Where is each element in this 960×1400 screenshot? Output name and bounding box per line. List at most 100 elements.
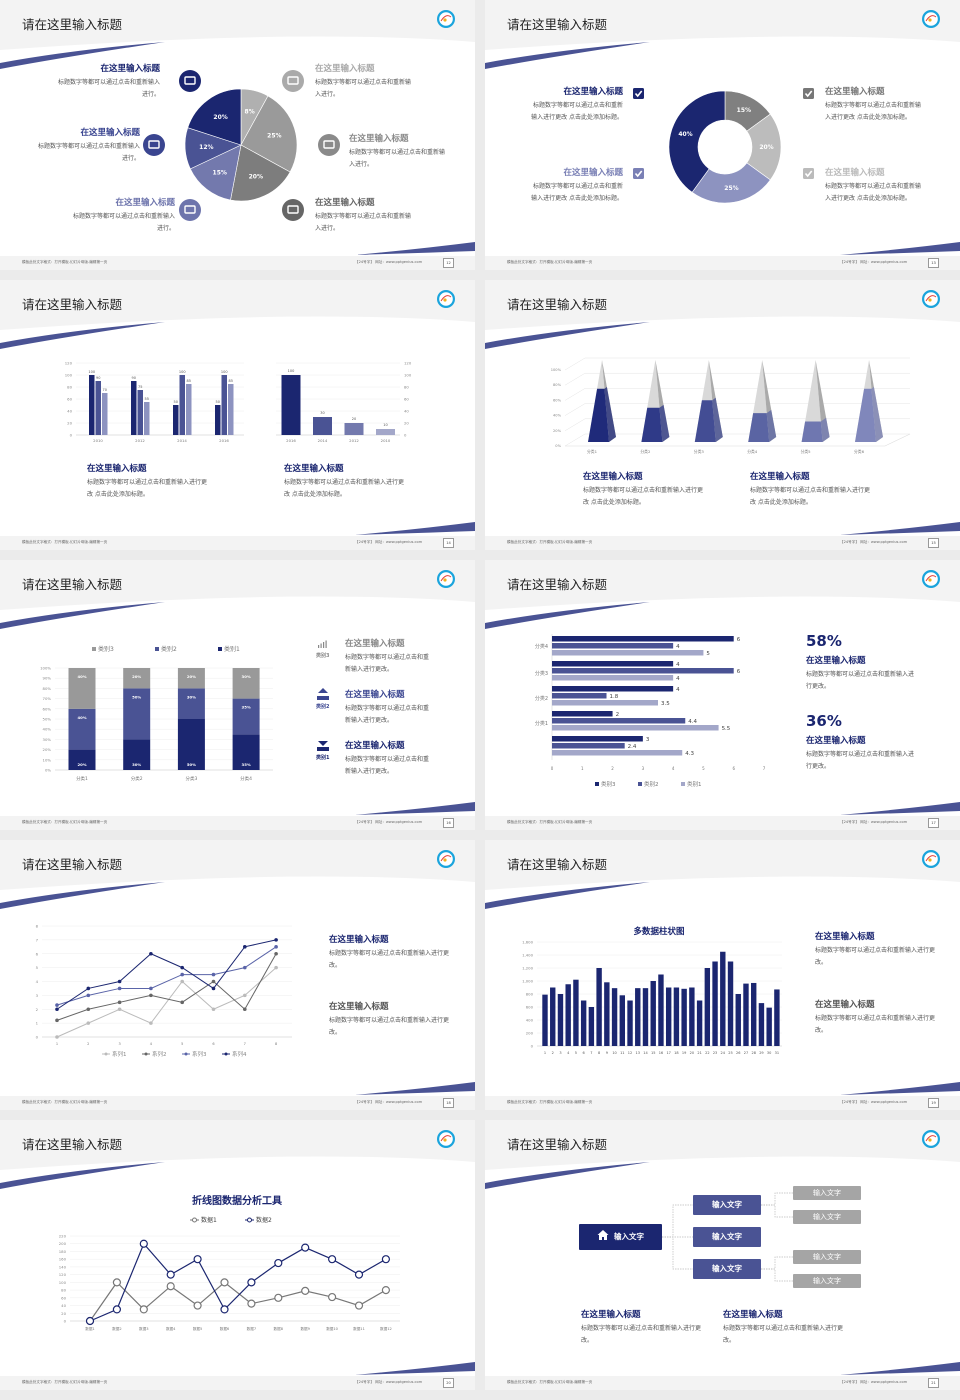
book-icon bbox=[179, 199, 201, 221]
x-tick-label: 2016 bbox=[286, 438, 296, 443]
legend-label: 系列1 bbox=[112, 1050, 127, 1058]
bar bbox=[552, 650, 704, 656]
bar bbox=[552, 736, 643, 742]
slide-8[interactable]: 多数据柱状图 0 200 400 600 800 1,000 1,200 1,400 1,600 1… bbox=[485, 840, 960, 1110]
slide-canvas: 0% 10% 20% 30% 40% 50% 60% 70% 80% 90% 100% 20% 40% 4… bbox=[0, 560, 475, 830]
logo-icon bbox=[922, 570, 940, 588]
segment-label: 40% bbox=[77, 674, 86, 679]
leaf-node[interactable]: 输入文字 bbox=[793, 1274, 861, 1288]
x-tick-label: 26 bbox=[736, 1051, 740, 1055]
slide-5[interactable]: 0% 10% 20% 30% 40% 50% 60% 70% 80% 90% 100% 20% 40% 4… bbox=[0, 560, 475, 830]
text-block: 在这里输入标题 标题数字等都可以通过点击和重新输入进行更改。 bbox=[329, 933, 454, 972]
footer-website: 【24号字】 网址：www.pptgenius.com bbox=[355, 260, 423, 264]
x-tick-label: 25 bbox=[728, 1051, 732, 1055]
slice-label: 20% bbox=[213, 114, 227, 121]
x-tick-label: 数据2 bbox=[112, 1326, 121, 1331]
swoosh-bottom bbox=[355, 802, 475, 815]
data-point bbox=[211, 972, 216, 977]
data-point bbox=[55, 1035, 59, 1039]
slide-title: 请在这里输入标题 bbox=[507, 857, 608, 872]
data-point bbox=[211, 1007, 216, 1012]
x-tick-label: 17 bbox=[666, 1051, 670, 1055]
footer-note: 模板此处文字格式：打开模板-幻灯片母版-编辑第一页 bbox=[507, 540, 593, 544]
bar-value-label: 30 bbox=[320, 411, 324, 415]
slide-9[interactable]: 折线图数据分析工具 0 20 40 60 80 100 120 140 160 180 200 220 数… bbox=[0, 1120, 475, 1390]
slide-4[interactable]: 0% 20% 40% 60% 80% 100% 分类1 分类2 分类3 分类4 分类5 分类6 请在这里… bbox=[485, 280, 960, 550]
block-body: 标题数字等都可以通过点击和重新输入进行。 bbox=[349, 149, 446, 168]
root-node[interactable]: 输入文字 bbox=[579, 1224, 662, 1250]
text-block: 在这里输入标题 标题数字等都可以通过点击和重新输入进行更改。 bbox=[815, 930, 940, 969]
checkbox-box bbox=[633, 88, 644, 99]
check-mark bbox=[634, 170, 643, 178]
y-tick-label: 1,600 bbox=[522, 940, 533, 945]
x-tick-label: 数据11 bbox=[353, 1326, 365, 1331]
leaf-node[interactable]: 输入文字 bbox=[793, 1250, 861, 1264]
logo-dot bbox=[928, 858, 932, 862]
x-tick-label: 14 bbox=[643, 1051, 648, 1055]
pie-slice bbox=[230, 144, 291, 202]
y-tick-label: 60% bbox=[553, 398, 562, 402]
bar-value-label: 90 bbox=[132, 376, 136, 380]
logo-icon bbox=[437, 290, 455, 308]
slice-label: 15% bbox=[737, 107, 751, 114]
slide-7[interactable]: 0 1 2 3 4 5 6 7 8 1 2 3 4 5 6 7 8 系列1 系列2 系列3 系列4 请在这里输入标题 模板此… bbox=[0, 840, 475, 1110]
y-tick-label: 40 bbox=[67, 409, 72, 414]
leaf-node[interactable]: 输入文字 bbox=[793, 1186, 861, 1200]
slide-3[interactable]: 0 20 40 60 80 100 120 100 90 70 2010 90 75 55 2012 50 10… bbox=[0, 280, 475, 550]
block-heading: 在这里输入标题 bbox=[581, 1310, 641, 1320]
block-body: 标题数字等都可以通过点击和重新输入进行更改 点击此处添加标题。 bbox=[87, 479, 208, 498]
y-tick-label: 120 bbox=[65, 361, 73, 366]
slide-10[interactable]: 请在这里输入标题 模板此处文字格式：打开模板-幻灯片母版-编辑第一页 【24号字】 … bbox=[485, 1120, 960, 1390]
data-point bbox=[117, 979, 122, 984]
slide-1[interactable]: 8% 25% 20% 15% 12% 20% 请在这里输入标题 模板此处文字格式：打开模板-幻… bbox=[0, 0, 475, 270]
icon-bar bbox=[323, 642, 325, 648]
leaf-node[interactable]: 输入文字 bbox=[793, 1210, 861, 1224]
icon-circle bbox=[282, 70, 304, 92]
bar bbox=[619, 995, 625, 1046]
logo-mark bbox=[440, 15, 452, 22]
pyramid bbox=[855, 360, 883, 442]
slide-6[interactable]: 6 4 5 分类4 4 6 4 分类3 4 1.8 3.5 分类2 2 4.4 5.5 分类1 3 2.4 4.3 0… bbox=[485, 560, 960, 830]
data-point bbox=[180, 972, 184, 977]
data-point bbox=[243, 993, 247, 998]
branch-node[interactable]: 输入文字 bbox=[693, 1227, 761, 1247]
block-heading: 在这里输入标题 bbox=[723, 1310, 783, 1320]
branch-node[interactable]: 输入文字 bbox=[693, 1259, 761, 1279]
block-heading: 在这里输入标题 bbox=[345, 741, 405, 751]
slide-title: 请在这里输入标题 bbox=[22, 297, 123, 312]
bar bbox=[673, 987, 680, 1046]
y-tick-label: 8 bbox=[36, 924, 39, 929]
data-point bbox=[86, 993, 91, 998]
slide-canvas: 0204060801001201009070201090755520125010… bbox=[0, 280, 475, 550]
header-band bbox=[0, 1120, 475, 1170]
block-heading: 在这里输入标题 bbox=[825, 87, 885, 97]
x-tick-label: 0 bbox=[551, 766, 554, 771]
footer-band bbox=[485, 256, 960, 270]
logo-mark bbox=[440, 295, 452, 302]
y-tick-label: 1,400 bbox=[522, 953, 533, 958]
bar-value-label: 2.4 bbox=[628, 744, 637, 750]
bar-value-label: 4 bbox=[676, 676, 680, 682]
y-tick-label: 100 bbox=[59, 1280, 67, 1285]
checkbox-box bbox=[803, 88, 814, 99]
block-heading: 在这里输入标题 bbox=[284, 464, 344, 474]
y-tick-label: 分类3 bbox=[535, 670, 548, 677]
icon-bar bbox=[325, 640, 327, 648]
bar bbox=[144, 402, 150, 435]
text-block: 在这里输入标题 标题数字等都可以通过点击和重新输入进行更改。 bbox=[806, 734, 916, 773]
block-heading: 在这里输入标题 bbox=[563, 87, 623, 97]
text-block: 在这里输入标题 标题数字等都可以通过点击和重新输入进行更改。 bbox=[345, 688, 430, 727]
pyramid bbox=[694, 360, 723, 442]
data-point bbox=[112, 1305, 122, 1314]
bar-value-label: 5.5 bbox=[722, 726, 731, 732]
x-tick-label: 2010 bbox=[93, 438, 103, 443]
y-tick-label: 120 bbox=[59, 1272, 67, 1277]
data-point bbox=[139, 1305, 148, 1314]
binoculars-icon bbox=[318, 134, 340, 156]
bar bbox=[758, 1003, 765, 1046]
slide-2[interactable]: 15% 20% 25% 40% 请在这里输入标题 模板此处文字格式：打开模板-幻灯片母版-… bbox=[485, 0, 960, 270]
x-tick-label: 19 bbox=[682, 1051, 686, 1055]
branch-node[interactable]: 输入文字 bbox=[693, 1195, 761, 1215]
connector bbox=[761, 1268, 793, 1282]
footer-band bbox=[485, 816, 960, 830]
